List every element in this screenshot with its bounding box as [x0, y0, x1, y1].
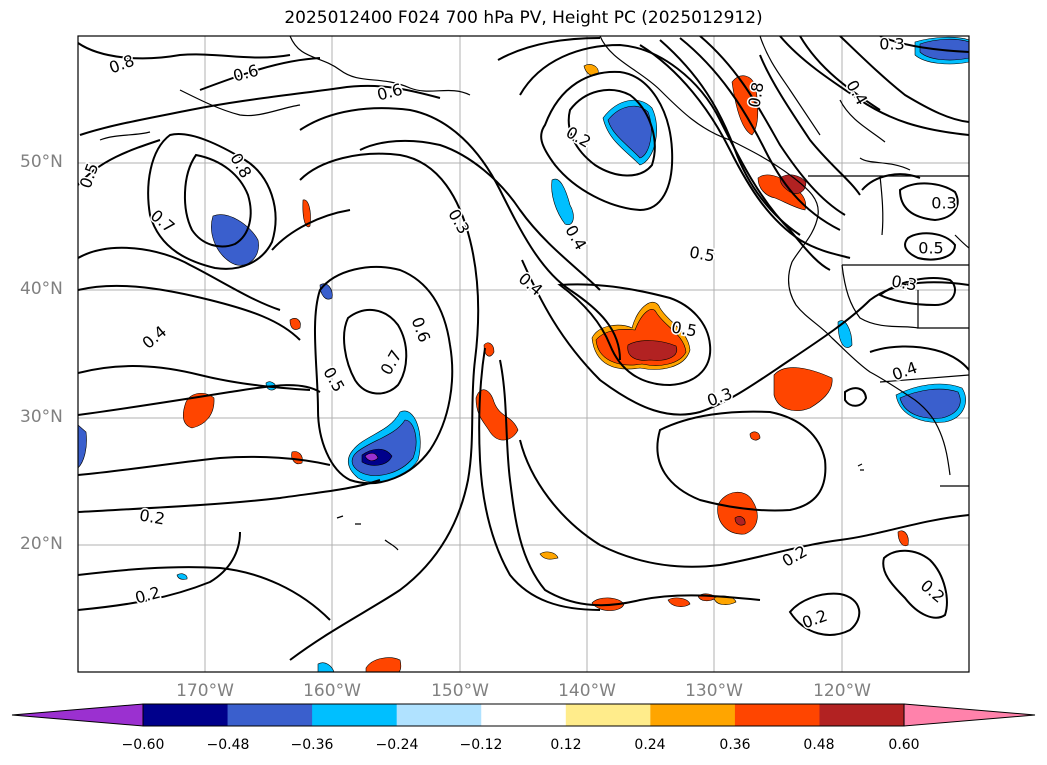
colorbar-tick: −0.60: [121, 737, 165, 753]
colorbar-extend-low: [11, 703, 144, 727]
colorbar-tick: 0.24: [634, 737, 666, 753]
lon-label-140w: 140°W: [558, 681, 616, 701]
contour-label: 0.3: [931, 194, 956, 213]
contour-label: 0.5: [918, 239, 943, 258]
colorbar-tick: −0.24: [375, 737, 419, 753]
colorbar-cell: [481, 704, 567, 726]
colorbar-cell: [650, 704, 736, 726]
lon-label-130w: 130°W: [685, 681, 743, 701]
colorbar-cell: [565, 704, 651, 726]
colorbar-cell: [312, 704, 398, 726]
colorbar-tick: −0.12: [459, 737, 503, 753]
map-title: 2025012400 F024 700 hPa PV, Height PC (2…: [284, 8, 763, 28]
height-contours: [78, 36, 969, 661]
colorbar-tick: 0.12: [550, 737, 582, 753]
lon-label-160w: 160°W: [303, 681, 361, 701]
colorbar-cell: [734, 704, 820, 726]
coastlines: [99, 36, 969, 551]
colorbar-extend-high: [903, 703, 1036, 727]
contour-label: 0.5: [670, 317, 698, 340]
lat-label-40n: 40°N: [20, 279, 63, 299]
colorbar-tick: 0.60: [888, 737, 920, 753]
contour-label: 0.3: [879, 35, 904, 54]
lon-label-170w: 170°W: [176, 681, 234, 701]
colorbar-tick: 0.48: [803, 737, 835, 753]
colorbar-tick: −0.48: [206, 737, 250, 753]
gridlines: [78, 36, 969, 672]
lat-label-30n: 30°N: [20, 407, 63, 427]
colorbar-tick: 0.36: [719, 737, 751, 753]
lat-label-20n: 20°N: [20, 534, 63, 554]
colorbar-cell: [396, 704, 482, 726]
lon-label-120w: 120°W: [813, 681, 871, 701]
colorbar-cell: [819, 704, 905, 726]
colorbar: [11, 703, 1036, 727]
colorbar-tick: −0.36: [290, 737, 334, 753]
colorbar-cell: [143, 704, 229, 726]
lon-label-150w: 150°W: [431, 681, 489, 701]
lat-label-50n: 50°N: [20, 152, 63, 172]
colorbar-cell: [227, 704, 313, 726]
